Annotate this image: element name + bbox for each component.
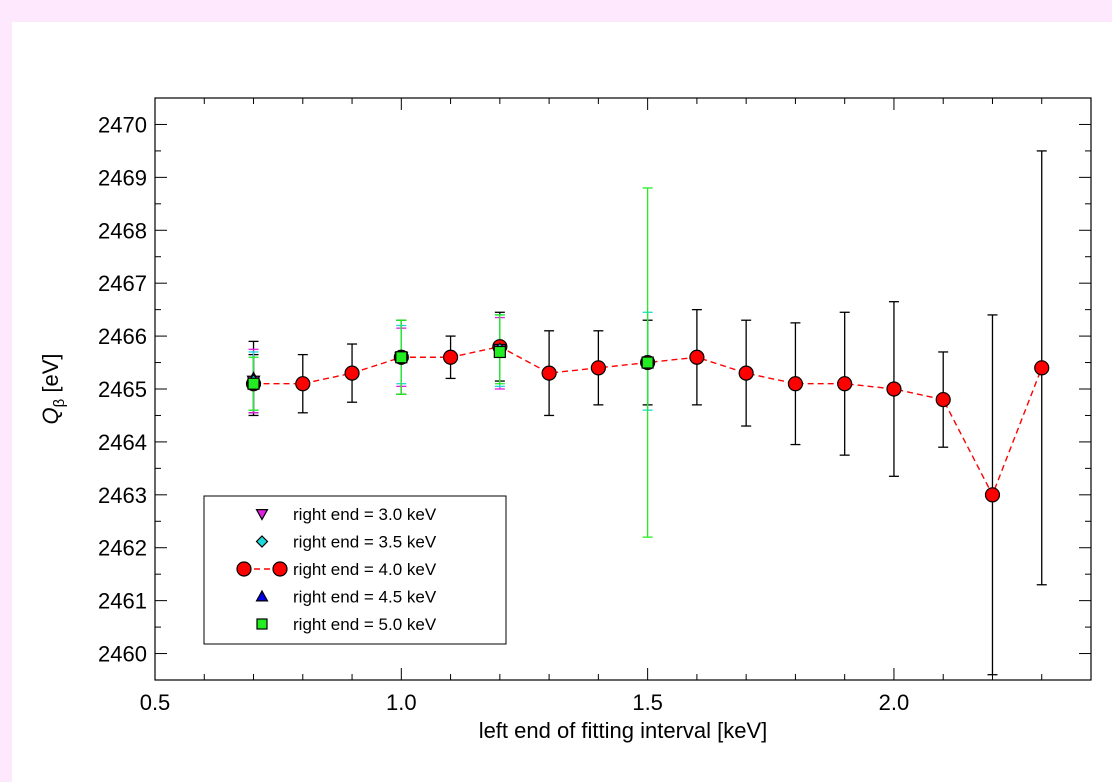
legend-entry: right end = 4.0 keV (236, 560, 437, 579)
legend-marker (272, 561, 288, 577)
y-tick-label: 2465 (98, 377, 147, 402)
legend-label: right end = 5.0 keV (293, 615, 437, 634)
data-point (738, 365, 754, 381)
data-point (689, 349, 705, 365)
data-point (395, 351, 408, 364)
y-tick-label: 2469 (98, 165, 147, 190)
data-point (295, 376, 311, 392)
y-tick-label: 2464 (98, 430, 147, 455)
data-point (247, 377, 260, 390)
data-point (886, 381, 902, 397)
y-axis-label-unit: [eV] (38, 353, 63, 398)
data-point (344, 365, 360, 381)
legend-marker (255, 509, 269, 521)
data-point (641, 356, 654, 369)
data-point (1034, 360, 1050, 376)
legend-box (203, 495, 507, 645)
legend-marker (236, 561, 252, 577)
legend-label: right end = 4.5 keV (293, 588, 437, 607)
data-point (984, 487, 1001, 503)
legend-label: right end = 4.0 keV (293, 560, 437, 579)
y-tick-label: 2468 (98, 218, 147, 243)
y-tick-label: 2470 (98, 112, 147, 137)
y-tick-label: 2462 (98, 536, 147, 561)
data-point (935, 391, 951, 408)
y-tick-label: 2467 (98, 271, 147, 296)
legend-marker (256, 618, 268, 630)
series-line (253, 345, 1043, 497)
data-point (442, 349, 459, 365)
y-tick-label: 2466 (98, 324, 147, 349)
x-tick-label: 0.5 (140, 690, 171, 715)
legend-entry: right end = 5.0 keV (256, 615, 437, 634)
data-point (541, 365, 557, 381)
y-tick-label: 2463 (98, 483, 147, 508)
y-tick-label: 2460 (98, 642, 147, 667)
x-tick-label: 2.0 (879, 690, 910, 715)
x-axis-label: left end of fitting interval [keV] (479, 718, 768, 743)
y-axis-label: Qβ [eV] (38, 353, 68, 424)
legend-entry: right end = 3.5 keV (255, 533, 437, 552)
data-point (787, 376, 804, 392)
legend-label: right end = 3.0 keV (293, 505, 437, 524)
markers-series-4 (247, 345, 654, 390)
legend-marker (255, 535, 269, 548)
x-tick-label: 1.0 (386, 690, 417, 715)
y-tick-label: 2461 (98, 589, 147, 614)
y-axis-label-sub: β (51, 398, 68, 407)
y-axis-label-main: Q (38, 407, 63, 424)
legend-label: right end = 3.5 keV (293, 533, 437, 552)
x-tick-label: 1.5 (632, 690, 663, 715)
data-point (590, 360, 606, 376)
legend-entry: right end = 4.5 keV (255, 588, 437, 607)
data-point (493, 345, 506, 359)
legend-marker (255, 589, 269, 602)
data-point (837, 376, 853, 392)
legend-entry: right end = 3.0 keV (255, 505, 437, 524)
